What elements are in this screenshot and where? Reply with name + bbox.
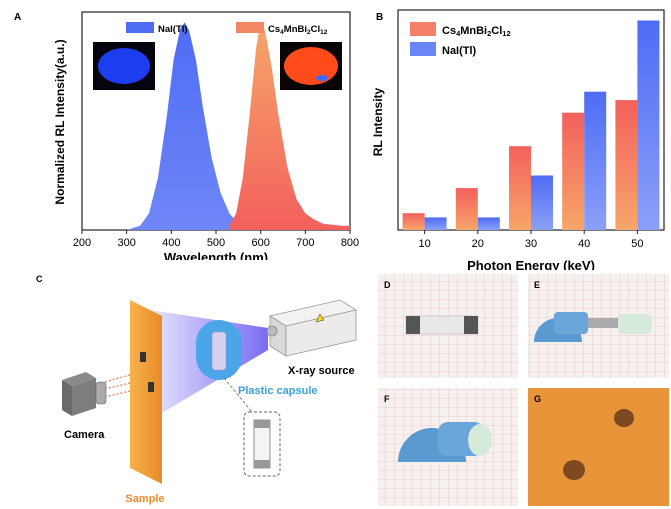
sample-mark-2 — [148, 382, 154, 392]
legend-a-nai-swatch — [126, 22, 154, 33]
zoom-vial-cap-top — [254, 420, 270, 428]
b-xtick-label-30: 30 — [525, 238, 537, 250]
panel-g-label: G — [534, 394, 541, 404]
panel-c-label: C — [36, 274, 43, 284]
camera-side — [72, 378, 96, 416]
a-xtick-label-200: 200 — [73, 237, 91, 249]
camera-front — [62, 380, 72, 416]
xray-source-side — [285, 309, 357, 357]
panel-f-label: F — [384, 394, 390, 404]
b-xtick-label-40: 40 — [578, 238, 590, 250]
capsule-label: Plastic capsule — [238, 385, 318, 397]
zoom-box — [243, 411, 281, 477]
capsule-vial — [211, 331, 227, 371]
panel-c-schematic: C X-ray source Plastic capsule Sample Ca… — [36, 274, 358, 505]
panel-b-label: B — [376, 12, 383, 23]
b-xtick-label-50: 50 — [631, 238, 643, 250]
inset-nai-glow — [98, 48, 150, 84]
panel-a-ylabel: Normalized RL Intensity(a.u.) — [53, 39, 67, 204]
photo-d-cap-left — [406, 316, 420, 334]
sample-plate — [130, 300, 162, 484]
legend-b-cs-swatch — [410, 22, 436, 36]
xray-source-nozzle — [266, 325, 278, 337]
photo-g-spot-2 — [563, 460, 585, 480]
photo-g — [528, 388, 669, 506]
legend-b-cs-label: Cs4MnBi2Cl12 — [442, 25, 511, 38]
series-area-nai — [126, 22, 252, 231]
panel-a-label: A — [14, 12, 21, 23]
bar-nai-30 — [531, 175, 553, 230]
sample-label: Sample — [125, 493, 164, 505]
inset-cs-reflection — [316, 75, 328, 81]
bar-cs-10 — [402, 213, 425, 230]
panel-b-chart: B 10 20 30 40 50 Photon Energy (keV) RL Inte… — [371, 9, 665, 270]
light-arrow-2 — [103, 382, 131, 390]
bar-nai-10 — [424, 217, 447, 230]
photo-g-spot-1 — [614, 409, 634, 427]
a-xtick-label-700: 700 — [296, 237, 314, 249]
a-xtick-label-500: 500 — [207, 237, 225, 249]
light-arrow-1 — [103, 374, 131, 383]
photo-e-rod — [588, 318, 618, 328]
photo-f-tip — [468, 424, 492, 456]
camera-top — [62, 372, 96, 386]
bar-cs-50 — [615, 100, 638, 230]
bar-nai-40 — [584, 91, 607, 230]
panel-b-ylabel: RL Intensity — [371, 87, 385, 156]
photo-e-tip — [618, 314, 652, 334]
sample-mark-1 — [140, 352, 146, 362]
a-xtick-label-400: 400 — [162, 237, 180, 249]
legend-b-nai-label: NaI(Tl) — [442, 45, 477, 57]
light-arrow-3 — [103, 390, 131, 398]
legend-b-nai-swatch — [410, 42, 436, 56]
series-area-cs — [229, 22, 350, 231]
bar-nai-50 — [637, 20, 660, 230]
panel-a-chart: A 200 300 400 500 600 700 800 Wavelength (nm) … — [14, 11, 359, 260]
a-xtick-label-300: 300 — [117, 237, 135, 249]
a-xtick-label-800: 800 — [341, 237, 359, 249]
panel-a-xlabel: Wavelength (nm) — [164, 250, 268, 260]
b-xtick-label-10: 10 — [418, 238, 430, 250]
photo-e-capsule-body — [554, 312, 588, 334]
camera-lens — [95, 381, 107, 405]
camera-label: Camera — [64, 429, 105, 441]
legend-a-nai-label: NaI(Tl) — [158, 24, 188, 35]
panel-b-xlabel: Photon Energy (keV) — [467, 258, 595, 270]
zoom-line — [223, 377, 253, 413]
inset-cs-glow — [284, 47, 338, 85]
photo-d-cap-right — [464, 316, 478, 334]
radiation-warning-icon — [315, 313, 325, 323]
legend-a-cs-label: Cs4MnBi2Cl12 — [268, 24, 328, 36]
panel-e-label: E — [534, 280, 540, 290]
photo-panels: D E F G — [378, 274, 669, 506]
b-xtick-label-20: 20 — [472, 238, 484, 250]
legend-a-cs-swatch — [236, 22, 264, 33]
zoom-vial-cap-bottom — [254, 460, 270, 468]
bar-nai-20 — [477, 217, 500, 230]
bar-cs-40 — [562, 112, 585, 230]
panel-d-label: D — [384, 280, 391, 290]
bar-cs-30 — [509, 146, 531, 230]
bar-cs-20 — [455, 188, 478, 230]
a-xtick-label-600: 600 — [251, 237, 269, 249]
xray-source-label: X-ray source — [288, 365, 355, 377]
